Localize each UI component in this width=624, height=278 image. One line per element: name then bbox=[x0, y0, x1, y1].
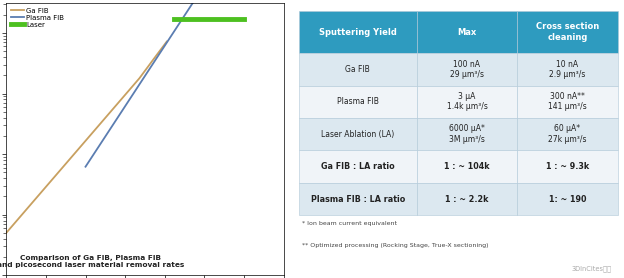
Plasma FIB bbox=[103, 133, 110, 136]
Plasma FIB bbox=[112, 119, 119, 122]
Ga FIB bbox=[2, 231, 10, 235]
Ga FIB bbox=[100, 117, 108, 121]
Text: * Ion beam current equivalent: * Ion beam current equivalent bbox=[302, 221, 397, 226]
Legend: Ga FIB, Plasma FIB, Laser: Ga FIB, Plasma FIB, Laser bbox=[10, 6, 66, 29]
Ga FIB bbox=[97, 121, 105, 124]
Ga FIB bbox=[163, 40, 170, 43]
Plasma FIB bbox=[189, 1, 197, 4]
Plasma FIB bbox=[185, 7, 193, 11]
Laser bbox=[240, 18, 248, 21]
Line: Ga FIB: Ga FIB bbox=[6, 41, 167, 233]
Ga FIB bbox=[98, 120, 105, 124]
Text: ** Optimized processing (Rocking Stage, True-X sectioning): ** Optimized processing (Rocking Stage, … bbox=[302, 242, 489, 247]
Text: 3DInCites中文: 3DInCites中文 bbox=[572, 266, 612, 272]
Laser bbox=[170, 18, 178, 21]
Plasma FIB bbox=[89, 155, 96, 158]
Ga FIB bbox=[3, 231, 11, 234]
Text: Comparison of Ga FIB, Plasma FIB
and picosecond laser material removal rates: Comparison of Ga FIB, Plasma FIB and pic… bbox=[0, 255, 184, 268]
Ga FIB bbox=[138, 74, 145, 77]
Plasma FIB bbox=[86, 158, 94, 162]
Plasma FIB bbox=[82, 165, 89, 168]
Line: Plasma FIB: Plasma FIB bbox=[85, 0, 198, 167]
Ga FIB bbox=[148, 60, 155, 63]
